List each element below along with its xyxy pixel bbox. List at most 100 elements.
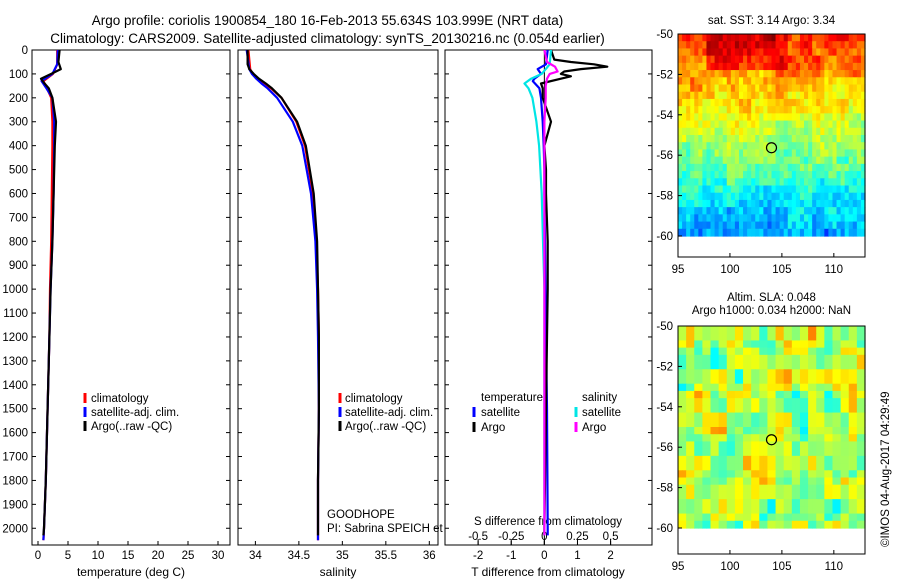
sla-map-cell [860,513,866,522]
sst-map-cell [698,113,703,122]
sla-map-cell [710,434,716,443]
sst-map-cell [698,135,703,143]
sst-map-cell [808,192,813,201]
sst-map-cell [828,214,834,223]
sst-map-cell [799,113,805,122]
sla-map-cell [852,376,858,385]
sla-map-cell [738,340,744,349]
sst-map-cell [763,163,769,172]
sst-map-cell [726,228,732,237]
sst-map-cell [808,214,813,223]
sst-map-cell [747,228,752,237]
sst-map-cell [694,156,699,165]
sla-map-cell [848,369,854,378]
sla-map-cell [808,470,813,479]
sla-map-cell [738,412,744,421]
sst-map-cell [726,214,732,223]
sst-map-cell [844,199,850,208]
sst-map-cell [828,106,834,114]
sst-map-cell [706,135,712,143]
sst-map-cell [787,228,793,237]
sla-map-cell [755,484,760,493]
sla-map-cell [828,477,834,486]
sst-map-cell [747,127,752,136]
sla-map-cell [840,362,846,370]
sst-map-cell [799,185,805,194]
sla-map-cell [763,463,769,471]
sla-map-cell [836,354,842,363]
sst-map-cell [836,91,842,100]
sla-map-cell [710,333,716,342]
sla-map-cell [832,390,838,399]
sla-map-cell [820,463,825,471]
sla-map-cell [771,333,777,342]
sst-map-cell [747,185,752,194]
sst-map-cell [804,156,809,165]
sla-map-cell [714,333,720,342]
depth-tick-label: 0 [22,45,28,57]
sst-map-cell [844,185,850,194]
sla-map-cell [820,448,825,457]
sst-map-cell [751,163,756,172]
sla-map-cell [738,419,744,428]
sla-map-cell [787,398,793,406]
sla-map-cell [751,333,756,342]
sla-map-cell [730,484,736,493]
sst-map-cell [759,163,764,172]
sst-map-cell [698,77,703,86]
sla-map-cell [706,354,712,363]
sst-map-cell [791,221,797,230]
sla-map-cell [734,369,740,378]
sst-map-cell [763,228,769,237]
sst-map-cell [824,192,830,201]
sst-map-cell [747,62,752,71]
sst-map-cell [840,127,846,136]
sla-map-cell [824,362,830,370]
sst-map-cell [698,91,703,100]
sst-map-cell [722,199,728,208]
sst-map-cell [860,70,866,78]
sla-map-cell [832,354,838,363]
sla-map-cell [795,340,801,349]
sla-map-cell [738,520,744,529]
sla-map-cell [734,506,740,515]
sst-map-cell [722,106,728,114]
sst-map-cell [730,149,736,158]
sla-map-cell [702,470,708,479]
sla-map-cell [799,340,805,349]
sla-map-cell [856,470,862,479]
sla-map-cell [686,463,691,471]
sst-map-cell [840,199,846,208]
sst-map-cell [824,142,830,151]
sla-map-cell [734,354,740,363]
sst-map-cell [775,55,781,64]
sla-map-cell [812,362,817,370]
sst-map-cell [771,192,777,201]
sst-map-cell [856,62,862,71]
sst-map-cell [856,214,862,223]
sst-map-cell [726,120,732,129]
sst-map-cell [726,70,732,78]
sla-map-cell [763,455,769,464]
sla-map-cell [710,484,716,493]
sla-map-cell [738,491,744,500]
sla-map-cell [787,463,793,471]
sla-map-cell [734,513,740,522]
sla-map-cell [771,427,777,435]
sst-map-cell [840,41,846,50]
sla-map-cell [763,520,769,529]
sst-map-cell [734,55,740,64]
sst-map-cell [718,106,724,114]
sla-map-cell [791,419,797,428]
sla-map-cell [836,340,842,349]
sst-map-cell [804,207,809,215]
sla-map-cell [682,484,687,493]
sst-map-cell [698,207,703,215]
sst-map-cell [751,98,756,107]
sst-map-cell [738,149,744,158]
sla-map-cell [706,398,712,406]
sla-map-cell [856,506,862,515]
sla-map-cell [694,376,699,385]
sst-map-cell [694,228,699,237]
sst-map-cell [832,199,838,208]
